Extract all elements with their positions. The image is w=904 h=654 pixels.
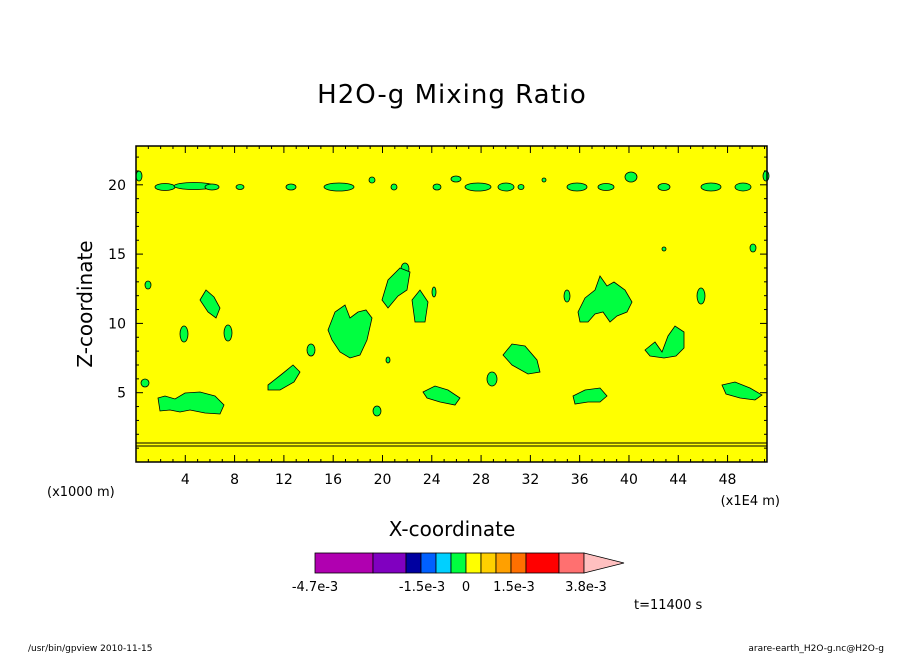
anomaly-cell-31 [696, 287, 706, 305]
anomaly-region-1 [199, 289, 221, 319]
colorbar-bin-0 [314, 552, 374, 574]
anomaly-cell-10 [464, 182, 492, 192]
anomaly-cell-16 [624, 171, 638, 183]
colorbar-label-0: -4.7e-3 [292, 580, 338, 595]
colorbar-bin-5 [450, 552, 467, 574]
anomaly-cell-12 [517, 184, 525, 190]
y-tick-label-0: 5 [117, 386, 126, 402]
anomaly-region-2 [267, 364, 301, 391]
anomaly-cell-22 [179, 325, 189, 343]
colorbar-bin-1 [372, 552, 407, 574]
x-tick-label-1: 8 [230, 472, 239, 488]
plot-frame [135, 145, 768, 463]
anomaly-cell-0 [154, 183, 176, 191]
colorbar-bin-3 [420, 552, 437, 574]
y-tick-label-3: 20 [108, 178, 126, 194]
anomaly-cell-13 [541, 177, 547, 183]
colorbar-bin-2 [405, 552, 422, 574]
anomaly-region-10 [644, 325, 685, 359]
anomaly-cell-20 [762, 170, 770, 182]
y-axis-label: Z-coordinate [73, 240, 97, 367]
x-tick-label-7: 32 [521, 472, 539, 488]
anomaly-cell-3 [235, 184, 245, 190]
anomaly-cell-6 [368, 176, 376, 184]
anomaly-cell-8 [432, 183, 442, 191]
x-axis-ticks: 4 8 12 16 20 24 28 32 36 40 44 48 [147, 146, 766, 488]
anomaly-region-3 [327, 304, 373, 359]
anomaly-region-5 [411, 289, 429, 323]
anomaly-cell-34 [486, 371, 498, 387]
anomaly-cell-29 [749, 243, 757, 253]
anomaly-cell-11 [497, 182, 515, 192]
plot-background [136, 146, 767, 462]
y-axis-ticks: 5 10 15 20 [108, 156, 767, 449]
anomaly-cell-35 [306, 343, 316, 357]
anomaly-region-8 [572, 387, 608, 405]
footer-right: arare-earth_H2O-g.nc@H2O-g [748, 644, 884, 654]
time-label: t=11400 s [634, 598, 702, 613]
x-tick-label-9: 40 [620, 472, 638, 488]
anomaly-cell-27 [431, 286, 437, 298]
anomaly-region-4 [381, 267, 411, 309]
anomaly-cell-19 [734, 182, 752, 192]
colorbar-bin-4 [435, 552, 452, 574]
colorbar-label-2: 0 [462, 580, 470, 595]
colorbar-bin-9 [510, 552, 527, 574]
anomaly-cell-9 [450, 175, 462, 183]
x-tick-label-8: 36 [571, 472, 589, 488]
x-tick-label-4: 20 [374, 472, 392, 488]
colorbar-label-1: -1.5e-3 [399, 580, 445, 595]
colorbar-bin-11 [558, 552, 585, 574]
anomaly-cell-7 [390, 183, 398, 191]
colorbar-label-4: 3.8e-3 [565, 580, 607, 595]
anomaly-cell-21 [135, 170, 143, 182]
x-tick-label-10: 44 [669, 472, 687, 488]
anomaly-region-9 [577, 275, 633, 323]
colorbar-label-3: 1.5e-3 [493, 580, 535, 595]
x-tick-label-11: 48 [719, 472, 737, 488]
anomaly-region-7 [502, 343, 541, 375]
anomaly-cell-32 [563, 289, 571, 303]
anomaly-cell-4 [285, 183, 297, 191]
anomaly-region-6 [422, 385, 461, 406]
anomaly-cell-18 [700, 182, 722, 192]
anomaly-cell-25 [385, 356, 391, 364]
x-tick-label-0: 4 [181, 472, 190, 488]
chart-title: H2O-g Mixing Ratio [317, 80, 587, 110]
x-tick-label-2: 12 [275, 472, 293, 488]
footer-left: /usr/bin/gpview 2010-11-15 [28, 644, 152, 654]
anomaly-cell-23 [223, 324, 233, 342]
anomaly-cell-5 [323, 182, 355, 192]
anomaly-cell-2 [204, 183, 220, 191]
x-tick-label-6: 28 [472, 472, 490, 488]
anomaly-region-0 [157, 391, 225, 415]
x-axis-label: X-coordinate [389, 517, 516, 541]
y-tick-label-1: 10 [108, 316, 126, 332]
anomaly-regions [135, 170, 770, 417]
anomaly-cell-15 [597, 183, 615, 191]
anomaly-cell-24 [372, 405, 382, 417]
anomaly-cell-14 [566, 182, 588, 192]
anomaly-cell-28 [140, 378, 150, 388]
x-unit-left: (x1000 m) [47, 485, 115, 500]
anomaly-region-11 [721, 381, 763, 401]
x-tick-label-3: 16 [324, 472, 342, 488]
colorbar-arrow [583, 552, 625, 574]
colorbar-bin-7 [480, 552, 497, 574]
anomaly-cell-30 [661, 246, 667, 252]
x-tick-label-5: 24 [423, 472, 441, 488]
y-tick-label-2: 15 [108, 247, 126, 263]
colorbar-bin-10 [525, 552, 560, 574]
colorbar-bin-8 [495, 552, 512, 574]
colorbar-labels: -4.7e-3 -1.5e-3 0 1.5e-3 3.8e-3 [292, 580, 607, 595]
x-unit-right: (x1E4 m) [721, 494, 780, 509]
anomaly-cell-17 [657, 183, 671, 191]
anomaly-cell-33 [144, 280, 152, 290]
colorbar-bin-6 [465, 552, 482, 574]
colorbar [314, 552, 625, 574]
